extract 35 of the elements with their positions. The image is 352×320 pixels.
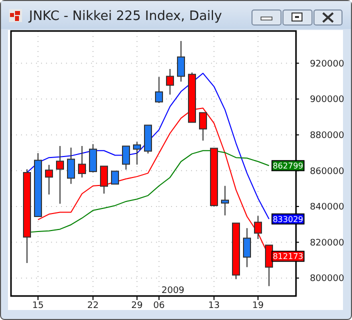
candlestick xyxy=(67,147,75,184)
y-tick-label: 920000 xyxy=(310,59,344,70)
x-tick-label: 29 xyxy=(131,301,143,311)
y-tick-label: 900000 xyxy=(310,95,344,106)
candlestick xyxy=(122,146,130,170)
x-tick-label: 06 xyxy=(153,301,165,311)
candlestick xyxy=(221,185,229,216)
candlestick xyxy=(111,170,119,185)
candlestick xyxy=(45,164,53,195)
x-tick-label: 15 xyxy=(32,301,44,311)
x-tick-label: 19 xyxy=(252,301,264,311)
candlestick xyxy=(199,112,207,142)
y-tick-label: 840000 xyxy=(310,202,344,213)
line-series xyxy=(26,72,270,220)
candlestick xyxy=(243,228,251,268)
candlestick xyxy=(254,215,262,240)
candlestick xyxy=(166,68,174,96)
candlestick xyxy=(89,144,97,173)
x-tick-label: 22 xyxy=(87,301,99,311)
candlestick xyxy=(177,40,185,82)
candlestick xyxy=(78,145,86,178)
data-label: 833029 xyxy=(272,214,304,224)
annotation: 2009 xyxy=(162,286,185,296)
y-tick-label: 880000 xyxy=(310,131,344,141)
y-tick-label: 860000 xyxy=(310,166,344,177)
y-tick-label: 800000 xyxy=(310,274,344,284)
candlestick xyxy=(56,145,64,204)
y-tick-label: 820000 xyxy=(310,238,344,248)
chart-title: JNKC - Nikkei 225 Index, Daily xyxy=(28,9,222,24)
candlestick xyxy=(100,166,108,194)
candlestick xyxy=(133,141,141,166)
x-tick-label: 13 xyxy=(208,301,220,311)
data-label: 812173 xyxy=(272,252,304,262)
candlestick xyxy=(155,76,163,104)
data-label: 862799 xyxy=(272,161,304,170)
